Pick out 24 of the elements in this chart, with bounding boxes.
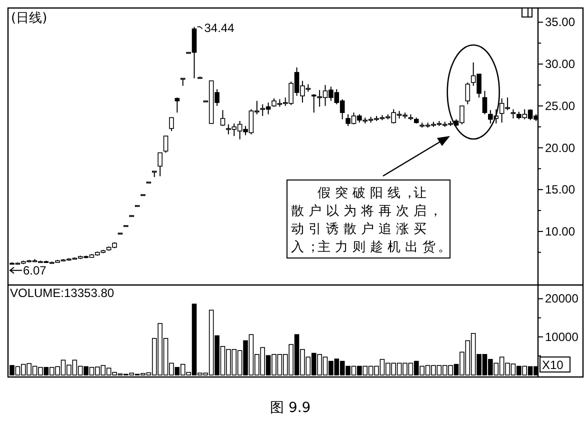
candlestick bbox=[220, 110, 226, 126]
y-tick-label: 25.00 bbox=[545, 98, 576, 113]
y-tick-label: 35.00 bbox=[545, 15, 576, 30]
candlestick bbox=[163, 136, 168, 154]
candlestick bbox=[482, 90, 488, 115]
chart-title: (日线) bbox=[11, 11, 48, 26]
y-tick-label: 20000 bbox=[545, 292, 579, 306]
y-tick-label: 15.00 bbox=[545, 182, 576, 197]
annotation: 6.07 bbox=[23, 263, 47, 278]
candlestick bbox=[174, 97, 180, 114]
candlestick bbox=[311, 94, 316, 114]
text: X10 bbox=[542, 358, 564, 372]
y-tick-label: 10.00 bbox=[545, 224, 576, 238]
caption: 图 9.9 bbox=[270, 400, 311, 416]
candlestick bbox=[158, 152, 162, 177]
candlestick bbox=[510, 108, 516, 119]
candlestick bbox=[465, 82, 470, 105]
text: 假突破阳线，让散户以为将再次启，动引诱散户追涨买入；主力则趁机出货。 bbox=[291, 186, 451, 255]
candlestick bbox=[169, 117, 174, 132]
y-tick-label: 10000 bbox=[545, 330, 579, 344]
y-tick-label: 20.00 bbox=[545, 140, 576, 155]
annotation: 34.44 bbox=[204, 20, 235, 35]
y-tick-label: 30.00 bbox=[545, 57, 576, 72]
chart-title: VOLUME:13353.80 bbox=[10, 286, 114, 300]
